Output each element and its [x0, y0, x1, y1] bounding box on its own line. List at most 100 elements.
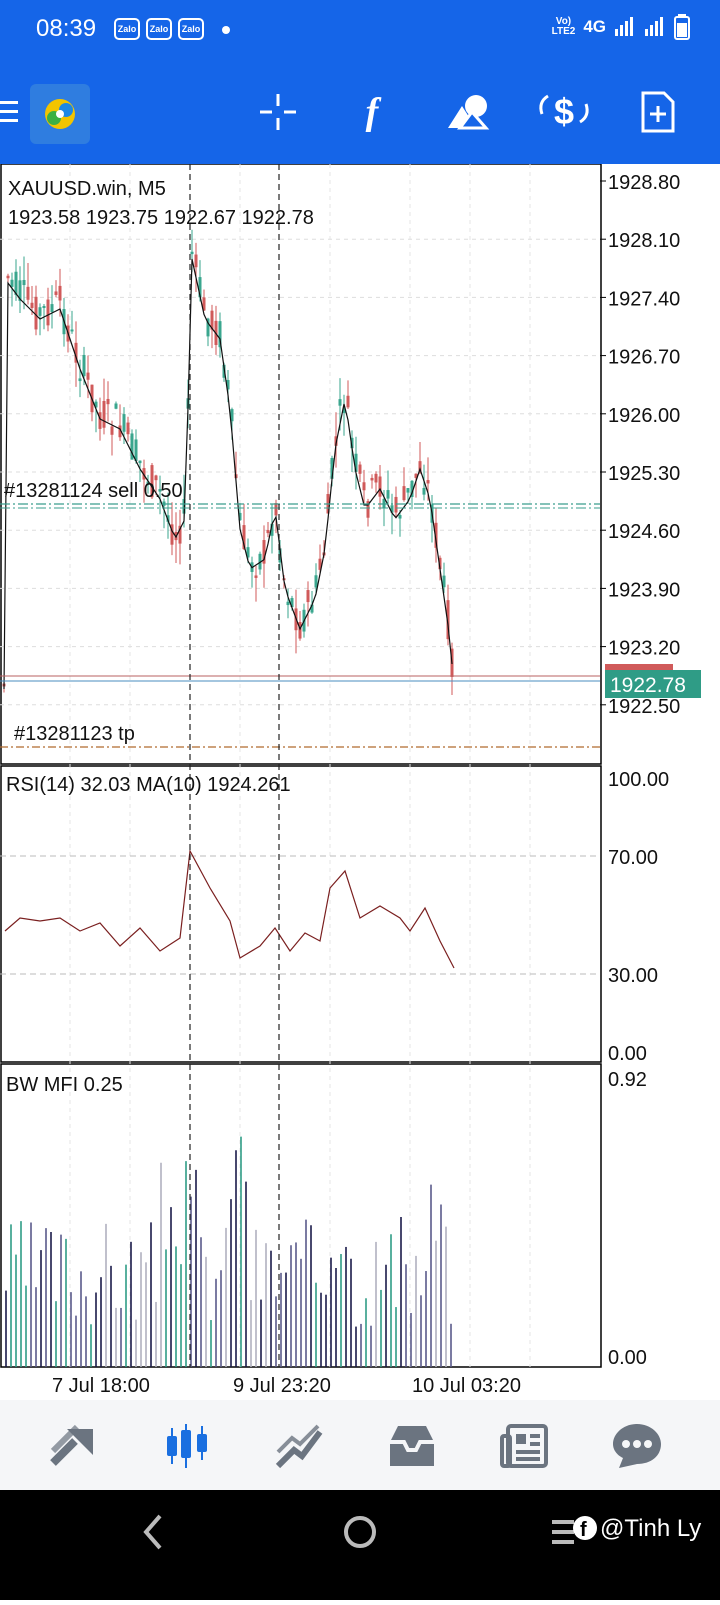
trade-icon[interactable]	[270, 1418, 330, 1474]
candle-body	[190, 251, 194, 255]
candle-body	[366, 501, 370, 518]
messages-icon[interactable]	[607, 1418, 667, 1474]
candle-body	[14, 271, 18, 295]
candle-body	[10, 279, 14, 287]
candle-body	[58, 285, 62, 301]
candle-body	[290, 598, 294, 608]
chart-icon[interactable]	[157, 1418, 217, 1474]
candle-body	[102, 401, 106, 428]
candle-body	[434, 522, 438, 548]
battery-icon	[674, 14, 690, 40]
price-axis[interactable]: 1928.80 1928.10 1927.40 1926.70 1926.00 1925.…	[600, 172, 680, 718]
history-icon[interactable]	[382, 1418, 442, 1474]
tp-order-label[interactable]: #13281123 tp	[14, 723, 135, 745]
candle-body	[398, 515, 402, 519]
back-icon[interactable]	[143, 1514, 162, 1550]
home-icon[interactable]	[344, 1516, 376, 1548]
candle-body	[22, 280, 26, 286]
candle-body	[94, 401, 98, 408]
candle-body	[78, 378, 82, 382]
candle-body	[374, 473, 378, 483]
sell-order-label[interactable]: #13281124 sell 0.50	[4, 480, 183, 502]
candle-body	[142, 468, 146, 480]
candle-body	[74, 342, 78, 363]
candle-body	[342, 409, 346, 413]
price-tick-label: 1926.00	[608, 405, 680, 427]
candle-body	[278, 548, 282, 563]
candle-body	[154, 475, 158, 481]
mfi-label: BW MFI 0.25	[6, 1074, 123, 1096]
zalo-notification-icon: Zalo	[178, 18, 204, 40]
candle-body	[286, 601, 290, 606]
status-bar: 08:39 Zalo Zalo Zalo Vo) LTE2 4G	[0, 0, 720, 62]
current-price-tag	[605, 670, 701, 698]
candle-body	[166, 515, 170, 522]
svg-text:f: f	[580, 1519, 587, 1541]
candle-body	[38, 307, 42, 316]
candle-body	[110, 426, 114, 435]
new-order-icon[interactable]	[630, 84, 686, 140]
trade-icon[interactable]: $	[536, 84, 592, 140]
current-price-value: 1922.78	[610, 674, 686, 697]
rsi-path	[4, 849, 455, 969]
candle-body	[130, 433, 134, 460]
candle-body	[114, 403, 118, 409]
candle-body	[226, 380, 230, 390]
candle-body	[178, 525, 182, 544]
recents-icon[interactable]	[552, 1520, 574, 1544]
candle-body	[26, 286, 30, 300]
candle-body	[262, 540, 266, 564]
candle-body	[378, 476, 382, 497]
candle-body	[194, 254, 198, 268]
crosshair-icon[interactable]	[250, 84, 306, 140]
more-notifications-icon	[222, 26, 230, 34]
candle-body	[202, 297, 206, 311]
menu-icon[interactable]	[0, 84, 30, 140]
rsi-panel	[0, 765, 602, 1063]
objects-icon[interactable]	[440, 84, 496, 140]
candle-body	[86, 372, 90, 380]
rsi-line	[4, 849, 455, 969]
candle-body	[82, 354, 86, 377]
rsi-label: RSI(14) 32.03 MA(10) 1924.261	[6, 774, 291, 796]
quotes-icon[interactable]	[44, 1418, 104, 1474]
candle-body	[390, 505, 394, 513]
symbol-label: XAUUSD.win, M5	[8, 178, 166, 200]
bottom-navigation	[0, 1400, 720, 1490]
mfi-histogram	[5, 1136, 452, 1367]
mfi-axis: 0.92 0.00	[608, 1069, 647, 1369]
candle-body	[422, 487, 426, 495]
candle-body	[270, 523, 274, 536]
candle-body	[274, 503, 278, 516]
candle-body	[394, 496, 398, 513]
candle-body	[402, 486, 406, 501]
candle-body	[54, 291, 58, 295]
signal-icon	[615, 17, 633, 36]
candle-body	[210, 310, 214, 330]
watermark-text: @Tinh Ly	[600, 1515, 701, 1542]
signal-icon	[645, 17, 663, 36]
candle-body	[198, 277, 202, 298]
rsi-tick-label: 30.00	[608, 965, 658, 987]
toolbar: f $	[0, 62, 720, 164]
moving-average-path	[3, 258, 453, 690]
candle-body	[382, 498, 386, 508]
candle-body	[230, 409, 234, 422]
candle-body	[426, 480, 430, 484]
candle-body	[410, 480, 414, 497]
status-indicators: Vo) LTE2 4G	[552, 14, 690, 40]
candle-body	[18, 280, 22, 301]
candle-body	[138, 460, 142, 464]
status-time: 08:39	[36, 15, 97, 42]
app-logo	[30, 84, 90, 144]
candle-body	[70, 329, 74, 332]
rsi-tick-label: 0.00	[608, 1043, 647, 1065]
candle-body	[34, 296, 38, 330]
indicators-icon[interactable]: f	[365, 91, 379, 133]
candle-body	[254, 575, 258, 578]
news-icon[interactable]	[494, 1418, 554, 1474]
candle-body	[222, 364, 226, 378]
time-label: 10 Jul 03:20	[412, 1375, 521, 1397]
chart-area[interactable]: XAUUSD.win, M5 1923.58 1923.75 1922.67 1…	[0, 163, 720, 1400]
candle-body	[386, 490, 390, 499]
